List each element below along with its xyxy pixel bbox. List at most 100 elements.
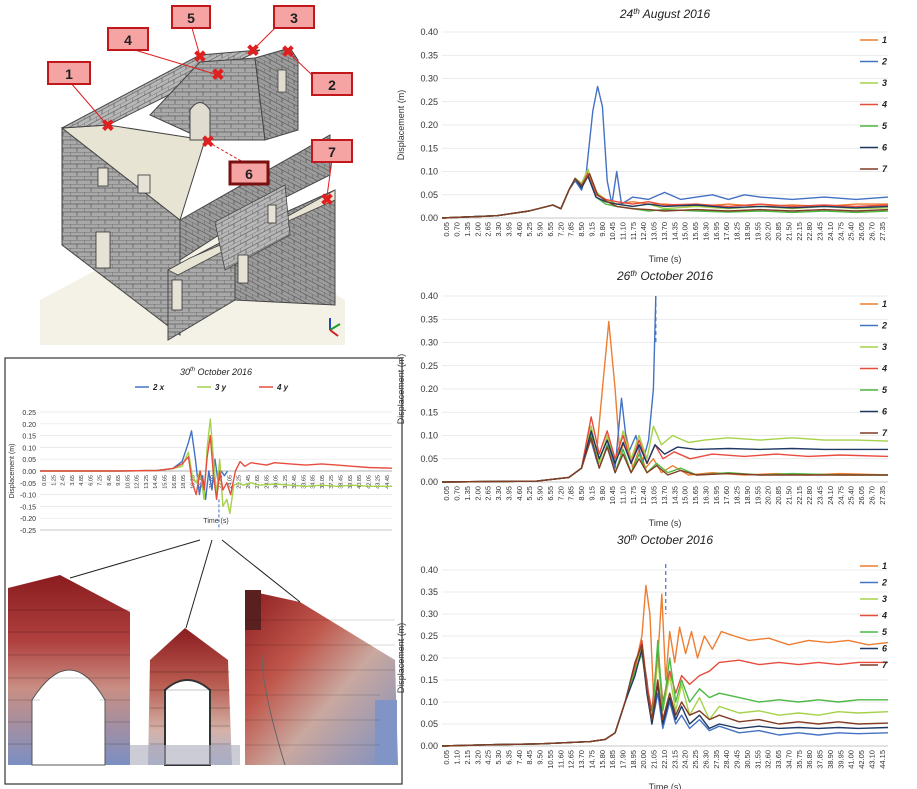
x-tick-label: 14.35 [670, 222, 679, 241]
x-tick-label: 8.50 [577, 486, 586, 501]
x-tick-label: 13.25 [144, 475, 150, 489]
x-tick-label: 8.50 [577, 222, 586, 237]
y-tick-label: 0.40 [420, 565, 438, 575]
x-tick-label: 16.85 [172, 475, 178, 489]
x-tick-label: 5.30 [494, 750, 503, 765]
chart-title: 30th October 2016 [180, 367, 252, 377]
window [171, 279, 183, 311]
x-tick-label: 11.75 [629, 486, 638, 504]
x-tick-label: 0.05 [442, 750, 451, 765]
x-tick-label: 11.75 [629, 222, 638, 240]
x-tick-label: 26.05 [857, 222, 866, 241]
x-tick-label: 18.25 [733, 486, 742, 505]
x-tick-label: 17.90 [618, 750, 627, 769]
x-tick-label: 14.45 [153, 475, 159, 489]
window [267, 204, 277, 224]
x-tick-label: 25.25 [691, 750, 700, 769]
series-line-3 [441, 425, 889, 483]
x-tick-label: 12.40 [639, 222, 648, 241]
y-tick-label: 0.25 [420, 97, 438, 107]
x-tick-label: 3.30 [494, 486, 503, 501]
x-tick-label: 37.85 [816, 750, 825, 769]
x-tick-label: 9.80 [598, 486, 607, 501]
legend-label: 3 [882, 342, 887, 352]
x-tick-label: 4.85 [79, 475, 85, 486]
x-tick-label: 18.05 [181, 475, 187, 489]
legend-label: 6 [882, 407, 888, 417]
title-superscript: th [630, 269, 637, 278]
chart-title: 30th October 2016 [617, 533, 713, 547]
x-marker: ✖ [211, 67, 224, 84]
x-tick-label: 36.80 [805, 750, 814, 769]
x-tick-label: 19.55 [753, 486, 762, 505]
tag-box [107, 27, 149, 51]
x-tick-label: 39.65 [348, 475, 354, 489]
monitor-point-5: 5 ✖ [171, 5, 211, 66]
legend-label: 6 [882, 644, 888, 654]
tag-label: 3 [290, 10, 298, 26]
x-tick-label: 1.10 [453, 750, 462, 765]
title-superscript: th [190, 367, 196, 373]
x-tick-label: 13.05 [650, 222, 659, 241]
x-marker: ✖ [201, 134, 214, 151]
tag-box [171, 5, 211, 29]
x-tick-label: 36.05 [320, 475, 326, 489]
y-tick-label: -0.15 [20, 504, 36, 511]
title-number: 30 [617, 533, 631, 547]
x-tick-label: 4.25 [484, 750, 493, 765]
x-axis-label: Time (s) [649, 782, 682, 789]
x-axis-label: Time (s) [203, 518, 228, 525]
chart-30-october-2016: 30th October 2016 0.00 0.05 0.10 0.15 0.20 0.2… [396, 533, 889, 789]
y-tick-label: 0.35 [420, 587, 438, 597]
y-tick-label: 0.00 [420, 477, 438, 487]
legend-label: 3 y [215, 383, 227, 392]
monitor-point-7: 7 ✖ [311, 139, 353, 209]
x-tick-label: 23.45 [816, 222, 825, 241]
x-tick-label: 28.40 [722, 750, 731, 769]
x-tick-label: 22.15 [795, 222, 804, 241]
x-tick-label: 9.65 [116, 475, 122, 486]
x-tick-label: 26.30 [701, 750, 710, 769]
x-marker: ✖ [320, 192, 333, 209]
x-tick-label: 15.00 [681, 486, 690, 505]
x-tick-label: 29.45 [733, 750, 742, 769]
callout-line [221, 539, 301, 603]
title-number: 30 [180, 367, 190, 377]
x-tick-label: 1.25 [51, 475, 57, 486]
x-tick-label: 7.40 [515, 750, 524, 765]
x-tick-label: 15.65 [691, 222, 700, 241]
x-tick-label: 22.10 [660, 750, 669, 769]
tower-window [277, 69, 287, 93]
tag-box [273, 5, 315, 29]
callout-line [69, 539, 201, 579]
y-tick-label: 0.15 [420, 675, 438, 685]
deformation-view-right [245, 590, 398, 766]
y-tick-label: 0.20 [22, 422, 36, 429]
x-tick-label: 16.95 [712, 486, 721, 505]
x-tick-label: 38.45 [339, 475, 345, 489]
x-tick-label: 3.95 [504, 222, 513, 237]
x-tick-label: 13.05 [650, 486, 659, 505]
x-tick-label: 37.25 [329, 475, 335, 489]
y-tick-label: 0.10 [420, 431, 438, 441]
x-tick-label: 10.85 [125, 475, 131, 489]
y-tick-label: 0.00 [420, 741, 438, 751]
x-tick-label: 27.35 [878, 486, 887, 505]
x-tick-label: 0.05 [42, 475, 48, 486]
monitor-point-2: 2 ✖ [281, 44, 353, 96]
series-line-4 [441, 416, 889, 483]
tag-label: 7 [328, 144, 336, 160]
x-tick-label: 3.65 [70, 475, 76, 486]
x-tick-label: 25.40 [847, 486, 856, 505]
callout-line [185, 539, 213, 629]
legend-label: 2 x [152, 383, 165, 392]
series-line-4-y [40, 434, 393, 500]
series-line-6 [441, 430, 888, 483]
x-tick-label: 18.90 [743, 486, 752, 505]
legend-label: 4 [881, 611, 887, 621]
x-tick-label: 7.20 [556, 222, 565, 237]
legend-label: 4 [881, 364, 887, 374]
deformation-view-center [130, 628, 240, 766]
y-tick-label: 0.40 [420, 291, 438, 301]
x-marker: ✖ [193, 49, 206, 66]
